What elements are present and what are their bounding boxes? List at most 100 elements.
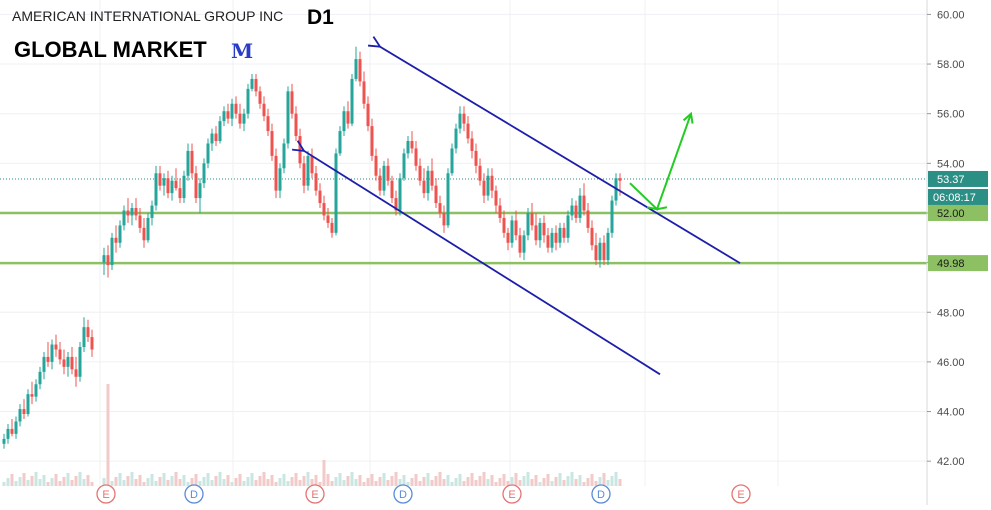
candle-body: [478, 165, 482, 181]
candle-body: [606, 232, 610, 261]
candle-body: [534, 225, 538, 241]
volume-bar: [402, 475, 406, 486]
candle-body: [598, 242, 602, 261]
candle-body: [358, 59, 362, 82]
candle-body: [14, 421, 18, 434]
volume-bar: [386, 480, 390, 486]
candle-body: [166, 178, 170, 194]
candle-body: [90, 337, 94, 350]
candle-body: [198, 183, 202, 199]
volume-bar: [118, 473, 122, 486]
trend-channel-drawings[interactable]: [291, 36, 741, 376]
earnings-marker[interactable]: E: [96, 484, 116, 504]
event-marker-circle: [393, 484, 413, 504]
volume-bar: [274, 482, 278, 486]
volume-bar: [474, 480, 478, 486]
volume-bar: [10, 474, 14, 486]
volume-bar: [426, 473, 430, 486]
volume-bar: [246, 477, 250, 486]
candle-body: [462, 113, 466, 124]
candle-body: [138, 215, 142, 228]
volume-bar: [134, 479, 138, 486]
candle-body: [586, 210, 590, 228]
candle-body: [610, 200, 614, 233]
volume-bar: [438, 472, 442, 486]
volume-bar: [542, 478, 546, 486]
volume-bar: [66, 473, 70, 486]
volume-bar: [114, 477, 118, 486]
event-marker-label: E: [737, 489, 744, 501]
candle-body: [398, 178, 402, 211]
volume-bar: [346, 476, 350, 486]
volume-bar: [490, 475, 494, 486]
candle-body: [246, 88, 250, 114]
channel-lower-arrowhead: [291, 140, 306, 153]
candle-body: [362, 81, 366, 104]
volume-bar: [374, 481, 378, 486]
candle-body: [466, 123, 470, 139]
volume-bar: [234, 478, 238, 486]
volume-bar: [42, 475, 46, 486]
volume-bar: [46, 482, 50, 486]
candle-body: [378, 175, 382, 191]
volume-bar: [182, 475, 186, 486]
volume-bar: [158, 477, 162, 486]
volume-bar: [14, 481, 18, 486]
event-marker-circle: [502, 484, 522, 504]
dividend-marker[interactable]: D: [184, 484, 204, 504]
volume-bar: [502, 474, 506, 486]
candle-body: [110, 237, 114, 266]
candle-body: [46, 356, 50, 362]
event-marker-circle: [305, 484, 325, 504]
candle-body: [554, 232, 558, 243]
volume-bar: [506, 481, 510, 486]
price-axis[interactable]: 42.0044.0046.0048.0050.0052.0054.0056.00…: [926, 0, 991, 505]
candle-body: [54, 344, 58, 350]
candle-body: [490, 175, 494, 191]
dividend-marker[interactable]: D: [393, 484, 413, 504]
candle-body: [18, 409, 22, 422]
volume-bar: [202, 477, 206, 486]
volume-bar: [146, 478, 150, 486]
candle-body: [10, 428, 14, 434]
level-price-label-4998-bg: [928, 255, 988, 272]
volume-bar: [418, 481, 422, 486]
price-tick-label: 54.00: [937, 158, 965, 170]
volume-bar: [74, 476, 78, 486]
price-axis-background: [927, 0, 991, 505]
earnings-marker[interactable]: E: [305, 484, 325, 504]
volume-bar: [534, 475, 538, 486]
candle-body: [370, 126, 374, 156]
volume-bar: [478, 476, 482, 486]
candle-body: [118, 225, 122, 243]
candle-body: [102, 255, 106, 263]
event-marker-label: D: [399, 489, 407, 501]
event-marker-label: D: [597, 489, 605, 501]
volume-bar: [406, 482, 410, 486]
candle-body: [470, 138, 474, 151]
brand-logo-icon: M: [231, 39, 254, 63]
candle-body: [514, 220, 518, 236]
volume-bar: [398, 479, 402, 486]
earnings-marker[interactable]: E: [731, 484, 751, 504]
candle-body: [390, 180, 394, 199]
volume-bar: [582, 482, 586, 486]
earnings-marker[interactable]: E: [502, 484, 522, 504]
volume-bar: [126, 476, 130, 486]
dividend-marker[interactable]: D: [591, 484, 611, 504]
volume-bar: [178, 479, 182, 486]
candle-body: [190, 150, 194, 174]
last-price-label-bg: [928, 170, 988, 187]
candle-body: [114, 237, 118, 243]
volume-bar: [198, 481, 202, 486]
volume-bar: [110, 481, 114, 486]
candle-body: [254, 78, 258, 92]
volume-bar: [586, 478, 590, 486]
candle-body: [178, 188, 182, 199]
candle-body: [430, 170, 434, 186]
candle-body: [566, 215, 570, 238]
candle-body: [550, 232, 554, 248]
